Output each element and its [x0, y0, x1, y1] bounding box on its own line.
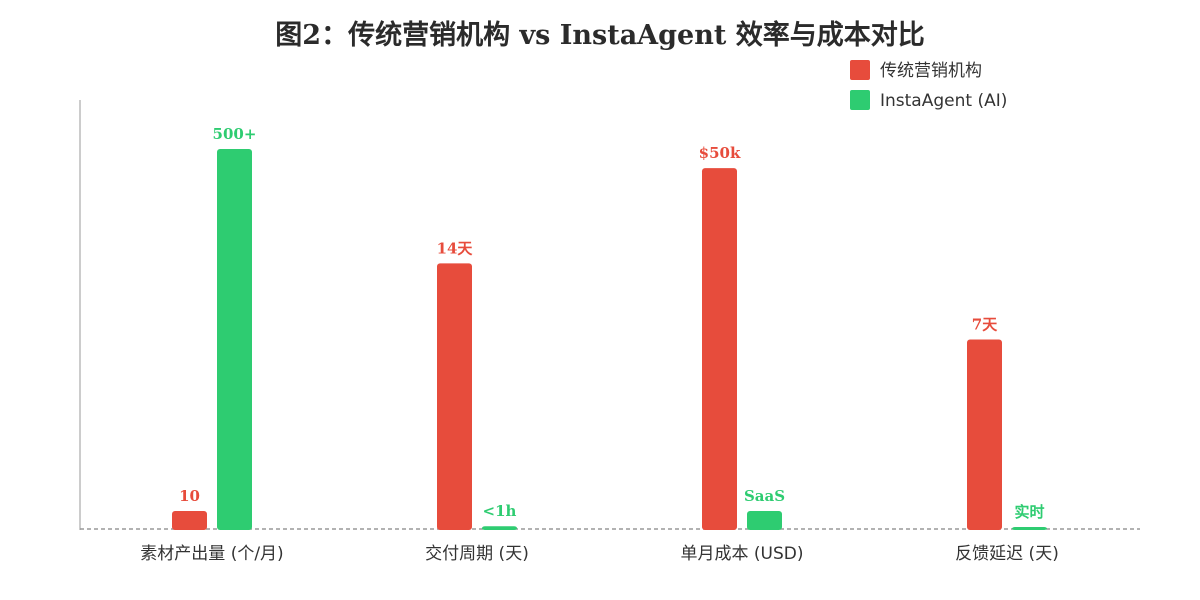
value-label-instaagent: 实时	[1014, 503, 1044, 521]
value-label-traditional: $50k	[699, 144, 741, 162]
legend-label-instaagent: InstaAgent (AI)	[880, 91, 1007, 111]
value-label-instaagent: SaaS	[744, 487, 785, 505]
value-label-traditional: 7天	[972, 316, 998, 334]
value-label-traditional: 10	[179, 487, 200, 505]
value-label-instaagent: 500+	[213, 125, 257, 143]
legend-swatch-traditional	[850, 60, 870, 80]
legend-label-traditional: 传统营销机构	[880, 61, 982, 81]
bar-instaagent	[482, 526, 517, 530]
bar-traditional	[172, 510, 207, 530]
category-label: 素材产出量 (个/月)	[140, 544, 283, 564]
chart-title: 图2：传统营销机构 vs InstaAgent 效率与成本对比	[275, 19, 924, 51]
bar-traditional	[702, 168, 737, 530]
value-label-traditional: 14天	[437, 239, 474, 257]
legend: 传统营销机构 InstaAgent (AI)	[850, 60, 1007, 111]
bar-instaagent	[217, 149, 252, 531]
bars-group	[172, 149, 1047, 531]
bar-instaagent	[1012, 527, 1047, 530]
bar-traditional	[967, 339, 1002, 530]
category-labels-group: 素材产出量 (个/月) 交付周期 (天) 单月成本 (USD) 反馈延迟 (天)	[140, 544, 1059, 564]
bar-instaagent	[747, 510, 782, 530]
value-label-instaagent: <1h	[483, 502, 517, 520]
category-label: 反馈延迟 (天)	[955, 544, 1059, 564]
legend-swatch-instaagent	[850, 90, 870, 110]
category-label: 单月成本 (USD)	[681, 544, 804, 564]
category-label: 交付周期 (天)	[425, 544, 529, 564]
bar-traditional	[437, 263, 472, 530]
